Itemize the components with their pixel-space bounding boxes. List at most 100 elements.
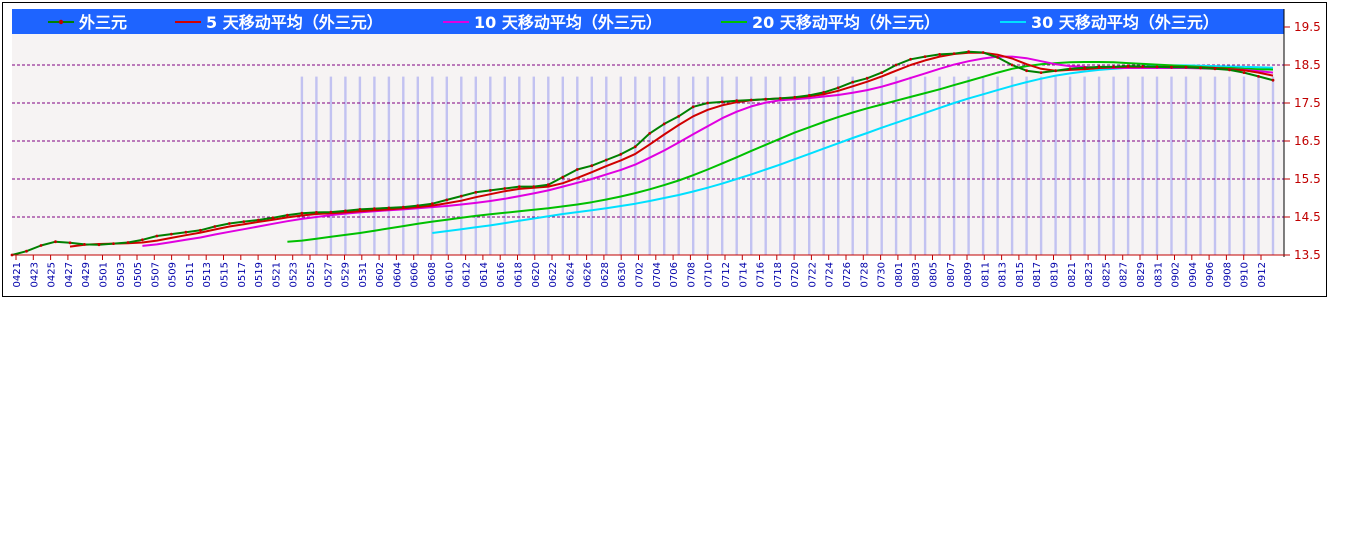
x-tick-label: 0423 xyxy=(29,262,40,287)
data-point xyxy=(648,132,652,135)
x-tick-label: 0602 xyxy=(375,262,386,287)
data-point xyxy=(1025,69,1028,73)
data-point xyxy=(967,50,970,54)
x-tick-label: 0421 xyxy=(12,262,23,287)
x-tick-label: 0726 xyxy=(842,262,853,287)
data-point xyxy=(97,243,101,247)
data-point xyxy=(735,99,739,103)
x-tick-label: 0608 xyxy=(427,262,438,287)
volume-bar xyxy=(967,76,970,255)
x-tick-label: 0912 xyxy=(1257,262,1268,287)
data-point xyxy=(416,204,420,208)
x-tick-label: 0724 xyxy=(825,262,836,287)
volume-bar xyxy=(315,76,318,255)
data-point xyxy=(1010,63,1014,67)
x-tick-label: 0706 xyxy=(669,262,680,287)
volume-bar xyxy=(1112,76,1115,255)
x-tick-label: 0712 xyxy=(721,262,732,287)
volume-bar xyxy=(1126,76,1130,255)
data-point xyxy=(112,242,115,246)
volume-bar xyxy=(387,76,391,255)
plot-background xyxy=(12,9,1284,255)
volume-bar xyxy=(880,76,883,255)
x-tick-label: 0614 xyxy=(479,262,490,287)
data-point xyxy=(184,230,188,234)
volume-bar xyxy=(1213,76,1217,255)
volume-bar xyxy=(634,76,637,255)
x-tick-label: 0815 xyxy=(1015,262,1026,287)
data-point xyxy=(459,194,463,198)
data-point xyxy=(1242,71,1246,74)
x-tick-label: 0606 xyxy=(410,262,421,287)
data-point xyxy=(662,122,666,126)
data-point xyxy=(68,241,72,245)
data-point xyxy=(1141,65,1144,68)
volume-bar xyxy=(489,76,492,255)
grid-lines xyxy=(12,64,1284,218)
x-tick-label: 0503 xyxy=(116,262,127,287)
x-tick-label: 0622 xyxy=(548,262,559,287)
data-point xyxy=(503,187,507,190)
volume-bar xyxy=(373,76,376,255)
volume-bar xyxy=(619,76,622,255)
volume-bar xyxy=(764,76,767,255)
volume-bar xyxy=(1054,76,1057,255)
volume-bar xyxy=(518,76,521,255)
data-point xyxy=(546,183,550,187)
volume-bar xyxy=(344,76,347,255)
data-point xyxy=(807,94,811,97)
volume-bar xyxy=(822,76,825,255)
x-tick-label: 0519 xyxy=(254,262,265,287)
x-tick-label: 0521 xyxy=(271,262,282,287)
data-point xyxy=(822,91,826,94)
volume-bar xyxy=(1155,76,1159,255)
volume-bar xyxy=(431,76,434,255)
y-tick-label: 18.5 xyxy=(1294,58,1321,72)
volume-bar xyxy=(1228,76,1231,255)
y-tick-label: 16.5 xyxy=(1294,134,1321,148)
data-point xyxy=(517,185,521,189)
volume-bar xyxy=(938,76,941,255)
data-point xyxy=(39,244,43,247)
x-tick-label: 0807 xyxy=(946,262,957,287)
legend-label: 20 天移动平均（外三元） xyxy=(752,13,940,32)
data-point xyxy=(228,222,231,225)
series-line-3 xyxy=(287,61,1274,243)
x-tick-label: 0523 xyxy=(289,262,300,287)
data-point xyxy=(532,185,536,189)
volume-bar xyxy=(779,76,782,255)
data-point xyxy=(575,168,579,171)
data-point xyxy=(996,56,999,59)
volume-bar xyxy=(808,76,811,255)
chart-frame: 外三元 5 天移动平均（外三元） 10 天移动平均（外三元） 20 天移动平均（外三元… xyxy=(2,2,1327,297)
x-tick-label: 0511 xyxy=(185,262,196,287)
y-tick-label: 17.5 xyxy=(1294,96,1321,110)
y-tick-label: 14.5 xyxy=(1294,210,1321,224)
data-point xyxy=(909,57,912,61)
x-tick-label: 0427 xyxy=(64,262,75,287)
data-point xyxy=(170,232,173,236)
x-tick-label: 0827 xyxy=(1119,262,1130,287)
x-tick-label: 0527 xyxy=(323,262,334,287)
data-point xyxy=(315,211,318,214)
x-tick-label: 0628 xyxy=(600,262,611,287)
data-point xyxy=(923,55,927,58)
data-point xyxy=(1155,65,1159,69)
x-tick-label: 0702 xyxy=(635,262,646,287)
data-point xyxy=(242,220,246,224)
volume-bar xyxy=(851,76,854,255)
data-point xyxy=(155,234,159,238)
volume-bar xyxy=(1271,76,1275,255)
data-point xyxy=(1083,66,1086,70)
volume-bar xyxy=(648,76,651,255)
volume-bar xyxy=(981,76,985,255)
x-tick-label: 0722 xyxy=(807,262,818,287)
volume-bar xyxy=(706,76,709,255)
x-tick-label: 0904 xyxy=(1188,262,1199,287)
x-tick-label: 0825 xyxy=(1101,262,1112,287)
volume-bar xyxy=(894,76,898,255)
volume-bar xyxy=(1141,76,1144,255)
x-tick-label: 0908 xyxy=(1222,262,1233,287)
x-tick-label: 0612 xyxy=(462,262,473,287)
x-tick-label: 0610 xyxy=(444,262,455,287)
